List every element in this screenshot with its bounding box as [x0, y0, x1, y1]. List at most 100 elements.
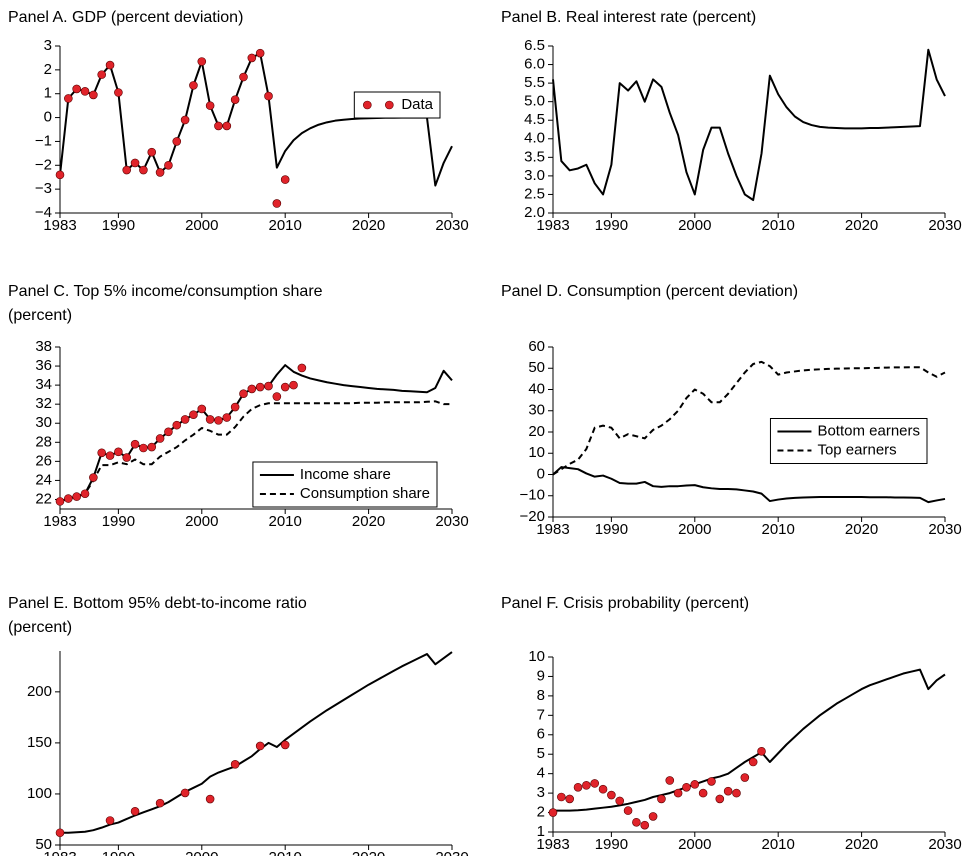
panel: Panel B. Real interest rate (percent) 2.0…: [501, 9, 962, 234]
x-tick-label: 2030: [928, 217, 961, 234]
y-tick-label: 24: [35, 471, 52, 488]
y-tick-label: 30: [528, 402, 545, 419]
data-point: [272, 199, 282, 208]
y-tick-label: 5.0: [524, 93, 545, 110]
legend-box: [252, 461, 438, 508]
legend: Data: [353, 91, 441, 119]
data-point: [214, 121, 223, 131]
x-tick-label: 2030: [928, 836, 961, 853]
y-tick-label: 22: [35, 490, 52, 507]
series-line: [553, 668, 946, 812]
data-point: [97, 70, 107, 79]
series-line: [552, 48, 946, 202]
panel: Panel D. Consumption (percent deviation)…: [501, 283, 962, 538]
legend-label: Income share: [300, 466, 391, 483]
y-tick-label: 34: [35, 376, 52, 393]
series-line: [59, 52, 453, 187]
data-point: [105, 816, 115, 825]
legend: Bottom earners Top earners: [769, 418, 928, 464]
panel-title: Panel A. GDP (percent deviation): [8, 9, 243, 26]
data-point: [715, 794, 725, 804]
x-tick-label: 1990: [102, 849, 135, 856]
panel-title: Panel F. Crisis probability (percent): [501, 595, 749, 612]
y-tick-label: 8: [537, 687, 545, 704]
x-tick-label: 1990: [102, 217, 135, 234]
data-point: [122, 165, 132, 175]
data-point: [172, 420, 182, 430]
data-point: [114, 88, 123, 97]
data-point: [264, 381, 273, 391]
legend-marker: [385, 100, 394, 110]
data-point: [197, 404, 207, 414]
y-tick-label: 150: [27, 734, 52, 751]
x-tick-label: 2030: [928, 521, 961, 538]
data-point: [255, 741, 265, 751]
data-point: [740, 773, 750, 782]
data-point: [114, 447, 123, 457]
y-tick-label: −10: [520, 487, 545, 504]
y-tick-label: 200: [27, 683, 52, 700]
y-tick-label: 1: [537, 823, 545, 840]
y-tick-label: 3: [44, 37, 52, 54]
panel: Panel C. Top 5% income/consumption share…: [8, 283, 469, 530]
data-point: [89, 473, 98, 482]
data-point: [690, 780, 700, 789]
data-point: [264, 91, 273, 101]
panel-title: (percent): [8, 307, 72, 324]
x-tick-label: 2000: [678, 217, 711, 234]
y-tick-label: 32: [35, 395, 52, 412]
x-tick-label: 1983: [536, 521, 569, 538]
y-tick-label: 20: [528, 423, 545, 440]
data-point: [139, 165, 148, 175]
data-point: [80, 87, 90, 96]
data-point: [280, 740, 290, 750]
data-point: [632, 817, 641, 827]
data-point: [230, 95, 240, 104]
data-point: [80, 489, 90, 499]
y-tick-label: 1: [44, 85, 52, 102]
y-tick-label: 100: [27, 785, 52, 802]
x-tick-label: 2020: [352, 513, 385, 530]
y-tick-label: 5: [537, 745, 545, 762]
x-tick-label: 1990: [595, 521, 628, 538]
x-tick-label: 1990: [595, 217, 628, 234]
data-point: [247, 384, 257, 394]
data-point: [230, 402, 240, 412]
y-tick-label: −20: [520, 508, 545, 525]
data-point: [139, 443, 148, 453]
data-point: [147, 147, 157, 157]
data-point: [180, 788, 190, 798]
panel-title: Panel B. Real interest rate (percent): [501, 9, 756, 26]
data-point: [105, 60, 115, 70]
data-point: [205, 415, 215, 424]
data-point: [197, 57, 207, 66]
x-tick-label: 2010: [269, 217, 302, 234]
x-tick-label: 2010: [269, 849, 302, 856]
panel-title: Panel D. Consumption (percent deviation): [501, 283, 798, 300]
x-tick-label: 2010: [762, 521, 795, 538]
y-tick-label: 5.5: [524, 74, 545, 91]
y-tick-label: 30: [35, 414, 52, 431]
x-tick-label: 1983: [536, 217, 569, 234]
data-point: [189, 410, 198, 419]
data-point: [280, 382, 290, 392]
series-line: [552, 360, 946, 476]
data-point: [130, 807, 140, 816]
data-point: [297, 363, 307, 373]
y-tick-label: −2: [35, 156, 52, 173]
y-tick-label: 3.5: [524, 148, 545, 165]
data-point: [682, 782, 691, 792]
data-point: [72, 492, 81, 501]
data-point: [673, 788, 683, 798]
data-point: [657, 794, 666, 804]
data-point: [732, 788, 741, 798]
series-line: [552, 466, 946, 504]
data-point: [130, 439, 140, 449]
y-tick-label: 40: [528, 380, 545, 397]
data-point: [590, 779, 600, 788]
x-tick-label: 1983: [43, 849, 76, 856]
data-point: [239, 389, 248, 398]
data-point: [172, 137, 182, 146]
data-point: [205, 101, 215, 110]
y-tick-label: 9: [537, 667, 545, 684]
